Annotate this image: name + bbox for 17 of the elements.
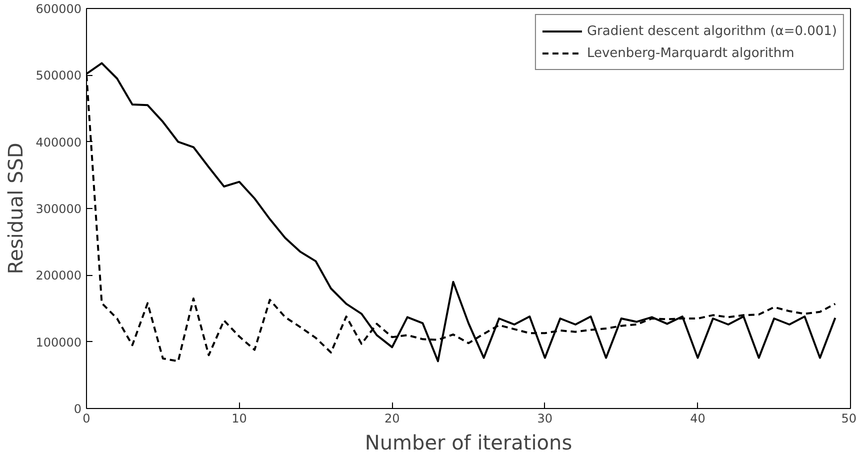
x-tick-label: 50 [841,412,856,426]
x-tick-label: 0 [82,412,90,426]
legend-label: Gradient descent algorithm (α=0.001) [586,24,837,38]
x-tick-label: 10 [232,412,247,426]
x-axis-title: Number of iterations [364,430,572,454]
y-tick-label: 500000 [36,68,82,83]
x-tick-label: 40 [690,412,706,426]
y-tick-label: 600000 [36,2,82,16]
legend-label: Levenberg-Marquardt algorithm [586,46,794,60]
y-tick-label: 100000 [36,335,82,350]
y-axis-title: Residual SSD [4,142,28,274]
y-tick-label: 400000 [36,135,82,150]
x-tick-label: 20 [384,412,400,426]
x-tick-label: 30 [537,412,553,426]
y-tick-label: 200000 [36,268,82,283]
y-tick-label: 0 [74,402,82,416]
y-tick-label: 300000 [36,202,82,216]
